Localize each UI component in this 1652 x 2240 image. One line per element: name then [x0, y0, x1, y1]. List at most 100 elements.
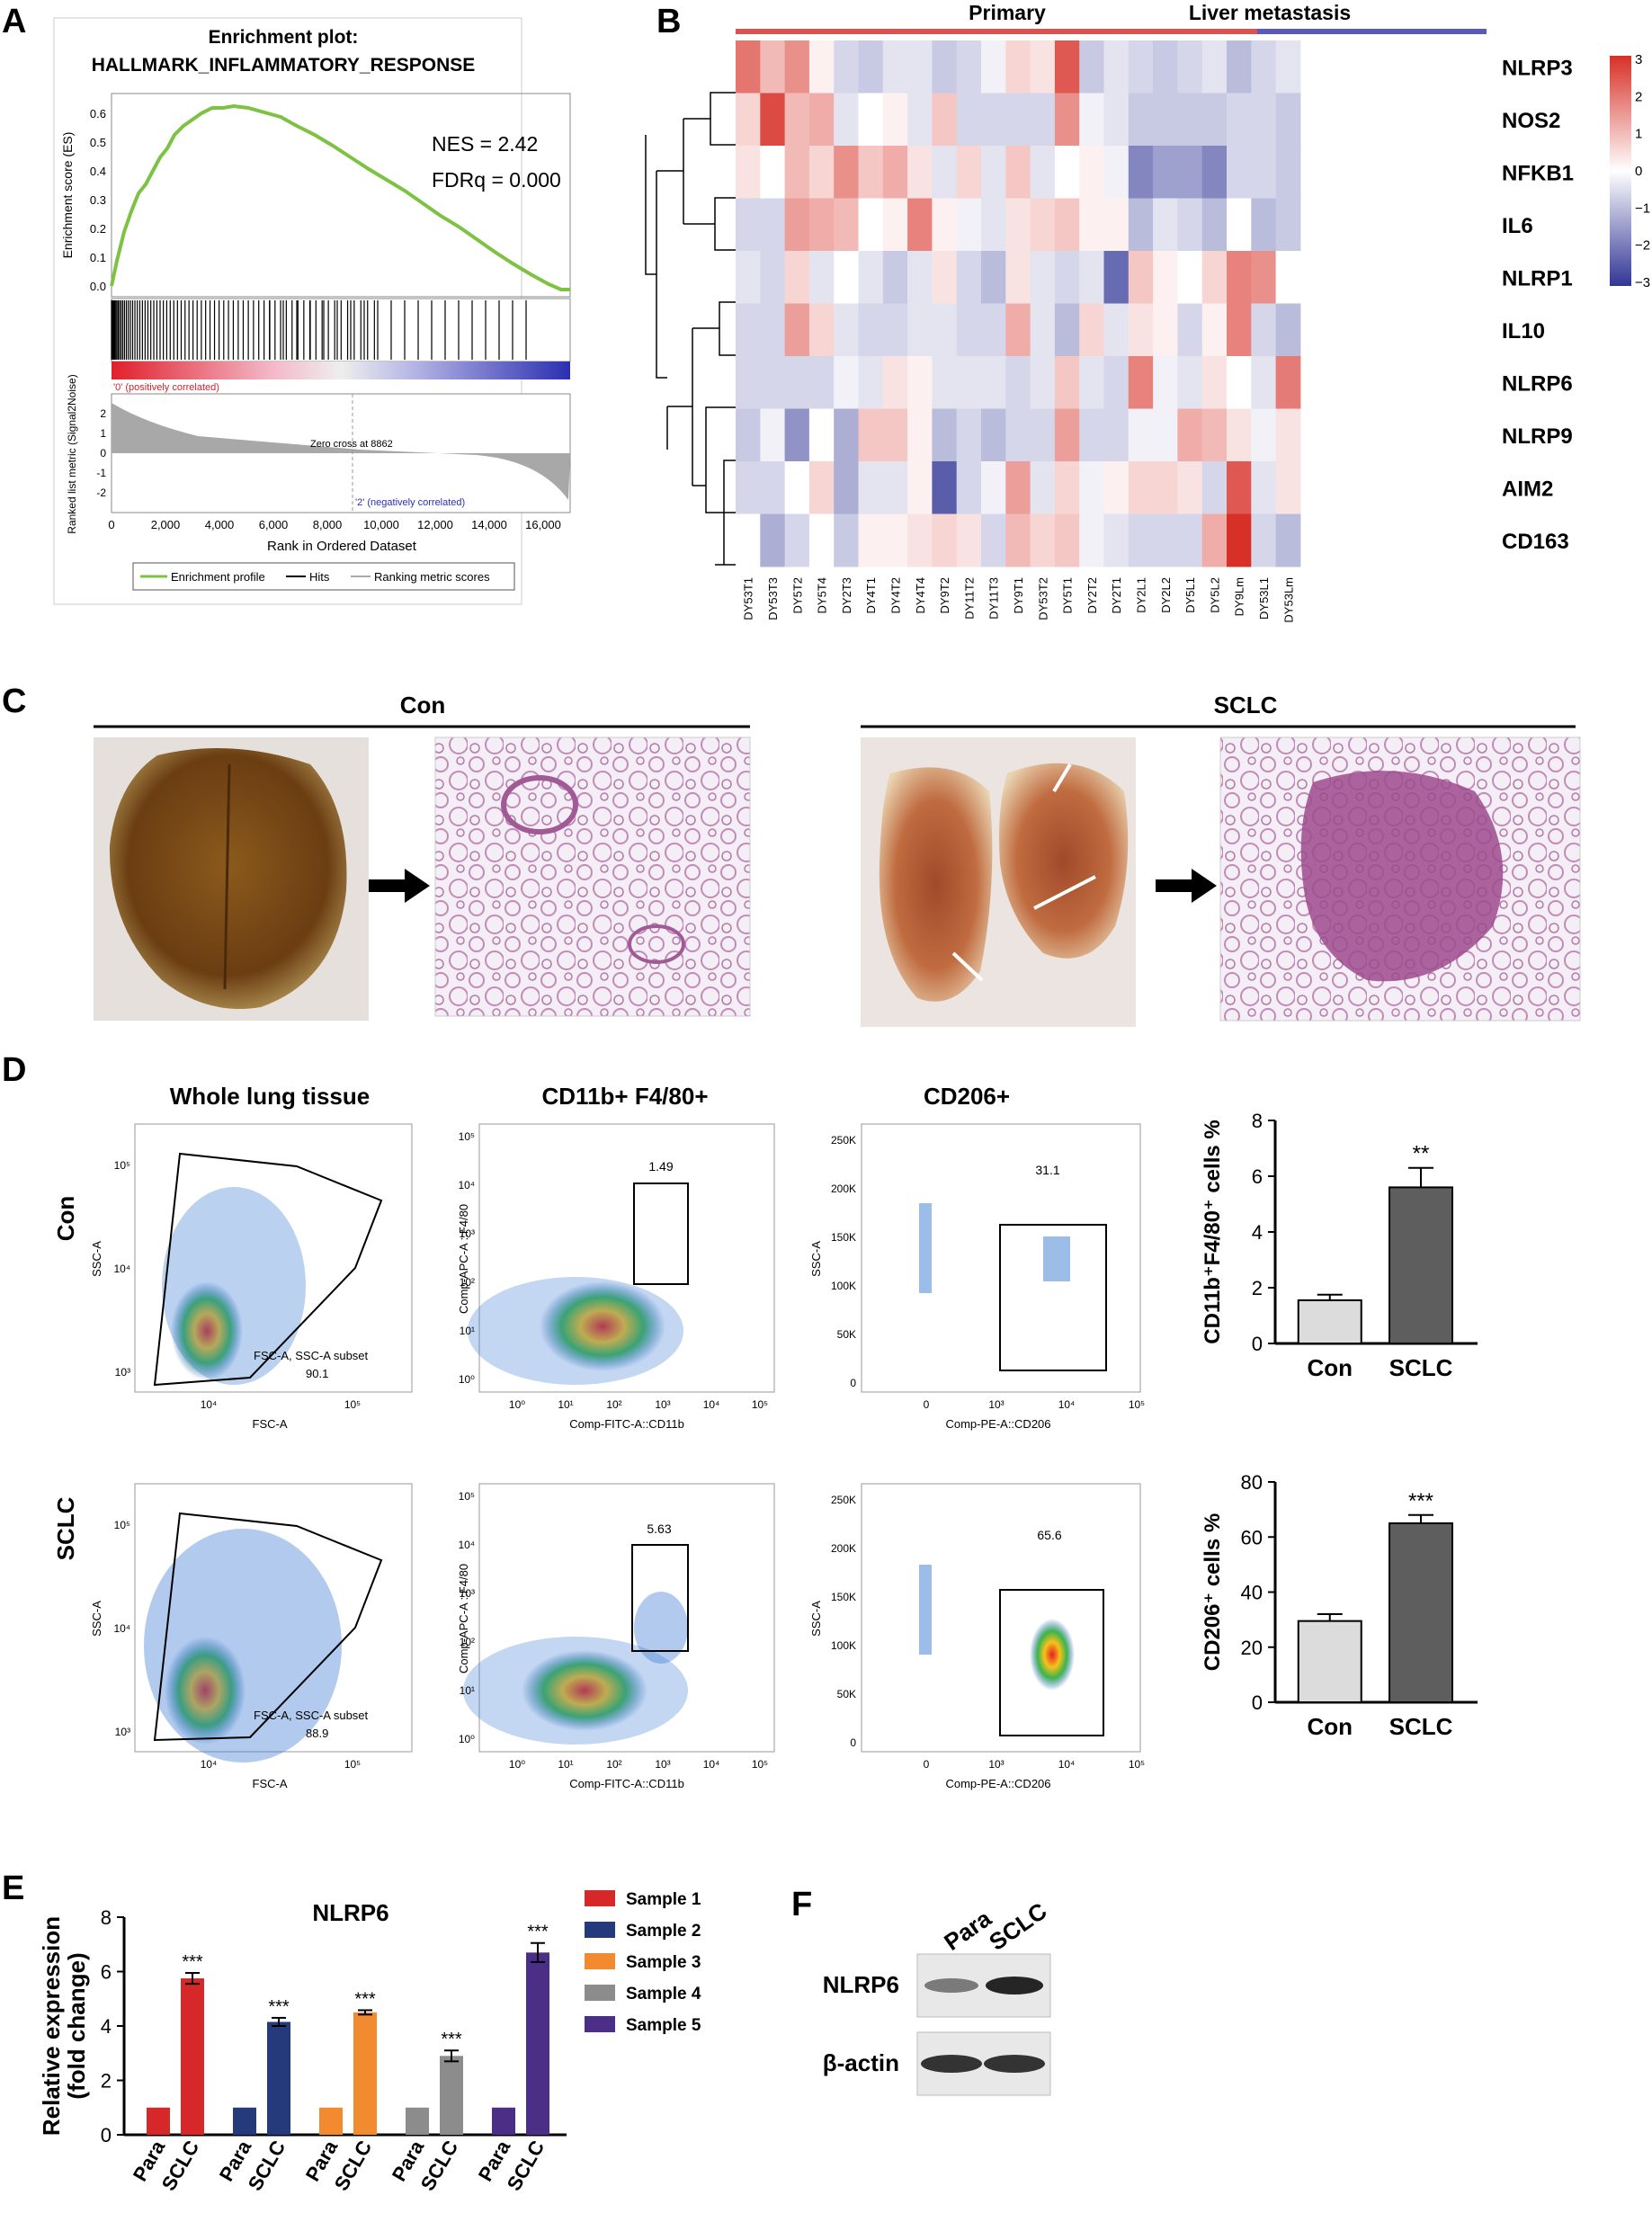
heatmap-cell: [932, 513, 958, 567]
gsea-x-tick-label: 10,000: [363, 518, 399, 531]
cd11b-tick-x: 10¹: [558, 1398, 573, 1411]
y-tick-label: 2: [1252, 1277, 1263, 1299]
log-tick-x: 10⁴: [201, 1758, 218, 1771]
ssc-tick: 250K: [831, 1134, 856, 1147]
sample-label: DY2T3: [840, 577, 853, 613]
heatmap-cell: [736, 198, 761, 252]
cd11b-tick-x: 10³: [655, 1758, 670, 1771]
heatmap-cell: [1103, 408, 1130, 462]
ssc-tick: 150K: [831, 1231, 856, 1244]
cd11b-tick-x: 10²: [606, 1758, 621, 1771]
significance-label: ***: [268, 1997, 290, 2017]
metastasis-bar: [1257, 29, 1487, 34]
heatmap-cell: [981, 461, 1006, 514]
gate-cd11b-con: [633, 1182, 689, 1285]
heatmap-cell: [1054, 303, 1080, 357]
heatmap-cell: [808, 356, 835, 409]
gate-cd206-value-con: 31.1: [1035, 1163, 1059, 1177]
sample-label: DY2T2: [1085, 577, 1099, 613]
sample-label: DY5T1: [1061, 577, 1075, 613]
heatmap-cell: [1153, 251, 1178, 304]
heatmap-cell: [1153, 408, 1178, 462]
cd11b-tick-x: 10⁴: [703, 1398, 720, 1411]
sample-label: DY2L2: [1159, 577, 1173, 613]
heatmap-cell: [1030, 251, 1056, 304]
heatmap-cell: [882, 251, 908, 304]
heatmap-cell: [1128, 408, 1154, 462]
heatmap-cell: [1275, 93, 1301, 147]
heatmap-cell: [858, 251, 884, 304]
heatmap-cell: [1227, 93, 1252, 147]
blot-row-nlrp6: NLRP6: [823, 1971, 899, 1998]
heatmap-cell: [858, 40, 884, 94]
nes-value: NES = 2.42: [432, 132, 538, 156]
sample-label: DY5T4: [816, 577, 829, 613]
es-tick-label: 0.6: [90, 107, 106, 120]
flow-row-con: FSC-A, SSC-A subset 90.1 1.49 31.1: [134, 1123, 1141, 1393]
panel-label-b: B: [656, 3, 681, 40]
sample-label: DY53T1: [742, 577, 755, 620]
heatmap-cell: [882, 513, 908, 567]
significance-label: ***: [182, 1952, 203, 1972]
heatmap-cell: [1153, 513, 1178, 567]
fitc-axis-label: Comp-FITC-A::CD11b: [569, 1777, 684, 1790]
heatmap-cell: [784, 461, 810, 514]
tumor-nodule: [1300, 771, 1504, 982]
pe-axis-label: Comp-PE-A::CD206: [945, 1417, 1050, 1431]
heatmap-cell: [1079, 251, 1104, 304]
log-tick-y: 10³: [115, 1726, 130, 1738]
sclc-group-label: SCLC: [1214, 692, 1278, 718]
heatmap-cell: [784, 408, 810, 462]
significance-label: ***: [441, 2030, 462, 2049]
log-tick-y: 10³: [115, 1366, 130, 1379]
heatmap-cell: [1079, 408, 1104, 462]
heatmap-cell: [1251, 303, 1277, 357]
significance-label: ***: [527, 1923, 549, 1942]
heatmap-cell: [1103, 513, 1130, 567]
gsea-x-tick-label: 14,000: [471, 518, 507, 531]
scale-tick-label: 0: [1635, 164, 1642, 179]
rank-tick-label: -1: [96, 467, 106, 479]
sample-label: DY4T1: [864, 577, 878, 613]
gene-label: IL6: [1502, 214, 1533, 238]
legend-swatch: [585, 1985, 615, 2001]
cd11b-tick-y: 10³: [460, 1587, 475, 1600]
ssc-tick: 200K: [831, 1542, 856, 1555]
heatmap-cell: [1128, 93, 1154, 147]
heatmap-cell: [1079, 93, 1104, 147]
panel-label-f: F: [791, 1886, 812, 1923]
panel-a-gsea: Enrichment plot: HALLMARK_INFLAMMATORY_R…: [53, 17, 571, 605]
cd11b-tick-x: 10¹: [558, 1758, 573, 1771]
heatmap-cell: [1030, 461, 1056, 514]
fitc-axis-label: Comp-FITC-A::CD11b: [569, 1417, 684, 1431]
es-tick-label: 0.2: [90, 222, 106, 236]
heatmap-cell: [956, 356, 982, 409]
panel-label-c: C: [2, 683, 26, 720]
heatmap-cell: [1177, 198, 1203, 252]
heatmap-cell: [1177, 408, 1203, 462]
sample-label: DY4T4: [914, 577, 927, 613]
heatmap-cell: [1251, 40, 1277, 94]
legend-label: Sample 2: [626, 1922, 701, 1941]
heatmap-cell: [1153, 40, 1178, 94]
gsea-x-tick-label: 4,000: [205, 518, 235, 531]
heatmap-cell: [1054, 93, 1080, 147]
heatmap-cell: [1030, 40, 1056, 94]
cd206-tick-x: 0: [924, 1398, 930, 1411]
heatmap-cell: [1201, 251, 1228, 304]
y-tick-label: 20: [1241, 1637, 1263, 1659]
bar-sample-3: [319, 2107, 343, 2135]
panel-d-flow: Whole lung tissue CD11b+ F4/80+ CD206+ C…: [52, 1083, 1145, 1790]
heatmap-cell: [1177, 146, 1203, 199]
y-tick-label: 0: [1252, 1333, 1263, 1355]
apc-axis-label: Comp-APC-A ::F4/80: [457, 1564, 470, 1673]
heatmap-cell: [1030, 513, 1056, 567]
heatmap-cells: [736, 40, 1301, 567]
heatmap-cell: [760, 356, 786, 409]
log-tick-x: 10⁵: [344, 1758, 361, 1771]
heatmap-cell: [1251, 251, 1277, 304]
heatmap-cell: [1030, 356, 1056, 409]
heatmap-cell: [932, 93, 958, 147]
heatmap-cell: [760, 198, 786, 252]
sample-label: DY4T2: [889, 577, 902, 613]
